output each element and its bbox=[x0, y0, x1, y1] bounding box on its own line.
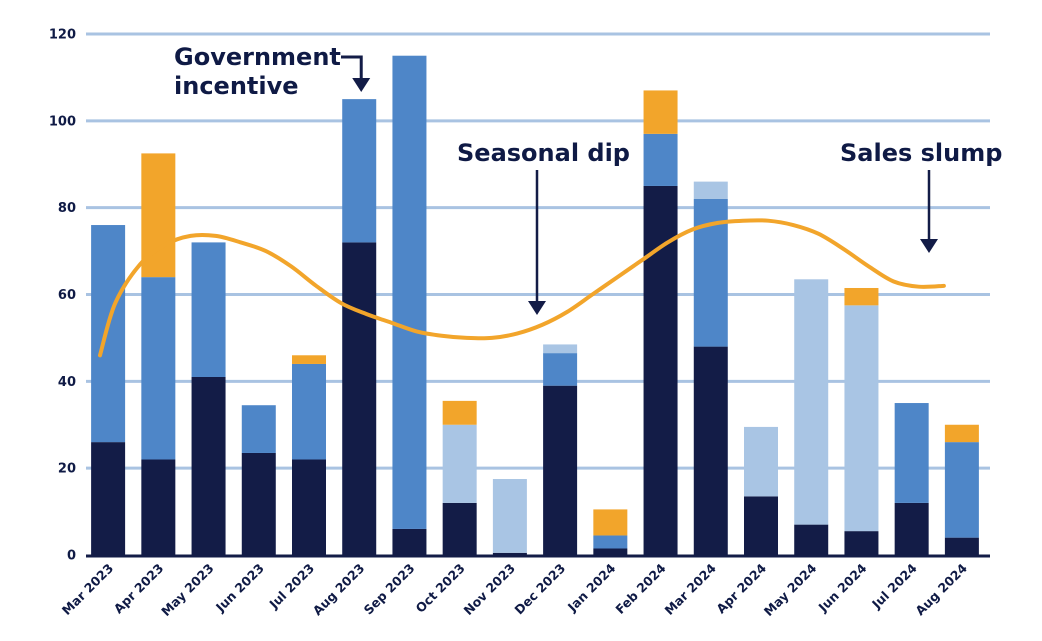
bar-segment-1-9 bbox=[543, 353, 578, 386]
bar-segment-3-4 bbox=[292, 355, 326, 364]
bar-segment-0-1 bbox=[141, 459, 176, 555]
x-tick-label-3: Jun 2023 bbox=[212, 561, 267, 616]
x-tick-label-6: Sep 2023 bbox=[361, 561, 418, 618]
y-tick-label-20: 20 bbox=[58, 462, 76, 477]
bars bbox=[91, 55, 979, 556]
y-tick-label-60: 60 bbox=[58, 288, 76, 303]
x-tick-label-16: Jul 2024 bbox=[868, 560, 920, 612]
bar-segment-2-9 bbox=[543, 344, 578, 354]
y-tick-label-0: 0 bbox=[67, 549, 76, 564]
bar-segment-3-15 bbox=[844, 287, 879, 306]
bar-segment-3-7 bbox=[442, 400, 477, 425]
y-tick-label-100: 100 bbox=[49, 114, 76, 129]
bar-segment-0-2 bbox=[191, 376, 226, 555]
x-tick-label-4: Jul 2023 bbox=[266, 561, 318, 613]
bar-segment-2-13 bbox=[744, 426, 778, 497]
x-tick-label-0: Mar 2023 bbox=[59, 561, 116, 618]
y-tick-label-80: 80 bbox=[58, 201, 76, 216]
bar-segment-1-17 bbox=[944, 442, 979, 538]
bar-segment-0-8 bbox=[492, 552, 527, 555]
annotation-seasonal-arrow bbox=[528, 301, 546, 315]
bar-segment-3-11 bbox=[643, 90, 678, 134]
annotation-slump-arrow bbox=[920, 239, 938, 253]
x-tick-label-10: Jan 2024 bbox=[564, 560, 619, 615]
bar-segment-1-6 bbox=[392, 55, 427, 529]
annotation-government-line2: incentive bbox=[174, 72, 299, 100]
bar-segment-1-10 bbox=[593, 535, 628, 549]
x-tick-label-2: May 2023 bbox=[158, 561, 217, 620]
bar-segment-0-7 bbox=[442, 502, 477, 555]
x-tick-label-9: Dec 2023 bbox=[511, 561, 568, 618]
bar-segment-0-3 bbox=[241, 452, 276, 555]
bar-segment-1-16 bbox=[894, 403, 929, 503]
annotation-government-connector bbox=[341, 55, 363, 80]
bar-segment-1-5 bbox=[342, 99, 377, 243]
bar-segment-1-4 bbox=[292, 363, 326, 460]
bar-segment-2-14 bbox=[794, 279, 829, 525]
bar-segment-1-3 bbox=[241, 405, 276, 453]
annotation-sales-slump: Sales slump bbox=[840, 139, 1002, 167]
bar-segment-0-6 bbox=[392, 528, 427, 555]
bar-segment-2-7 bbox=[442, 424, 477, 503]
bar-segment-0-17 bbox=[944, 537, 979, 555]
bar-segment-3-10 bbox=[593, 509, 628, 536]
bar-segment-0-10 bbox=[593, 548, 628, 555]
x-tick-label-15: Jun 2024 bbox=[815, 560, 870, 615]
bar-segment-3-17 bbox=[944, 424, 979, 443]
annotation-seasonal-dip: Seasonal dip bbox=[457, 139, 630, 167]
bar-segment-0-5 bbox=[342, 242, 377, 555]
x-tick-label-5: Aug 2023 bbox=[310, 561, 368, 619]
x-tick-label-11: Feb 2024 bbox=[612, 560, 668, 616]
bar-segment-2-8 bbox=[492, 479, 527, 553]
trend-line bbox=[98, 218, 946, 358]
x-tick-label-8: Nov 2023 bbox=[460, 561, 518, 619]
bar-segment-0-13 bbox=[744, 496, 778, 555]
trend-line-layer bbox=[98, 218, 946, 358]
annotation-government-arrow bbox=[352, 78, 371, 92]
bar-segment-2-15 bbox=[844, 305, 879, 532]
bar-segment-1-11 bbox=[643, 133, 678, 186]
bar-segment-0-4 bbox=[292, 459, 326, 555]
annotation-government-line1: Government bbox=[174, 43, 341, 71]
bar-segment-0-16 bbox=[894, 502, 929, 555]
bar-segment-1-2 bbox=[191, 242, 226, 377]
bar-segment-1-1 bbox=[141, 277, 176, 460]
bar-segment-0-14 bbox=[794, 524, 829, 555]
bar-segment-0-12 bbox=[693, 346, 728, 555]
bar-segment-1-0 bbox=[91, 225, 126, 443]
y-tick-label-120: 120 bbox=[49, 28, 76, 43]
bar-segment-0-0 bbox=[91, 442, 126, 555]
bar-segment-0-15 bbox=[844, 531, 879, 555]
bar-segment-2-12 bbox=[693, 181, 728, 199]
x-tick-label-12: Mar 2024 bbox=[661, 560, 719, 618]
x-tick-label-14: May 2024 bbox=[761, 560, 820, 619]
y-tick-label-40: 40 bbox=[58, 375, 76, 390]
x-tick-label-17: Aug 2024 bbox=[912, 560, 970, 618]
bar-segment-0-9 bbox=[543, 385, 578, 555]
